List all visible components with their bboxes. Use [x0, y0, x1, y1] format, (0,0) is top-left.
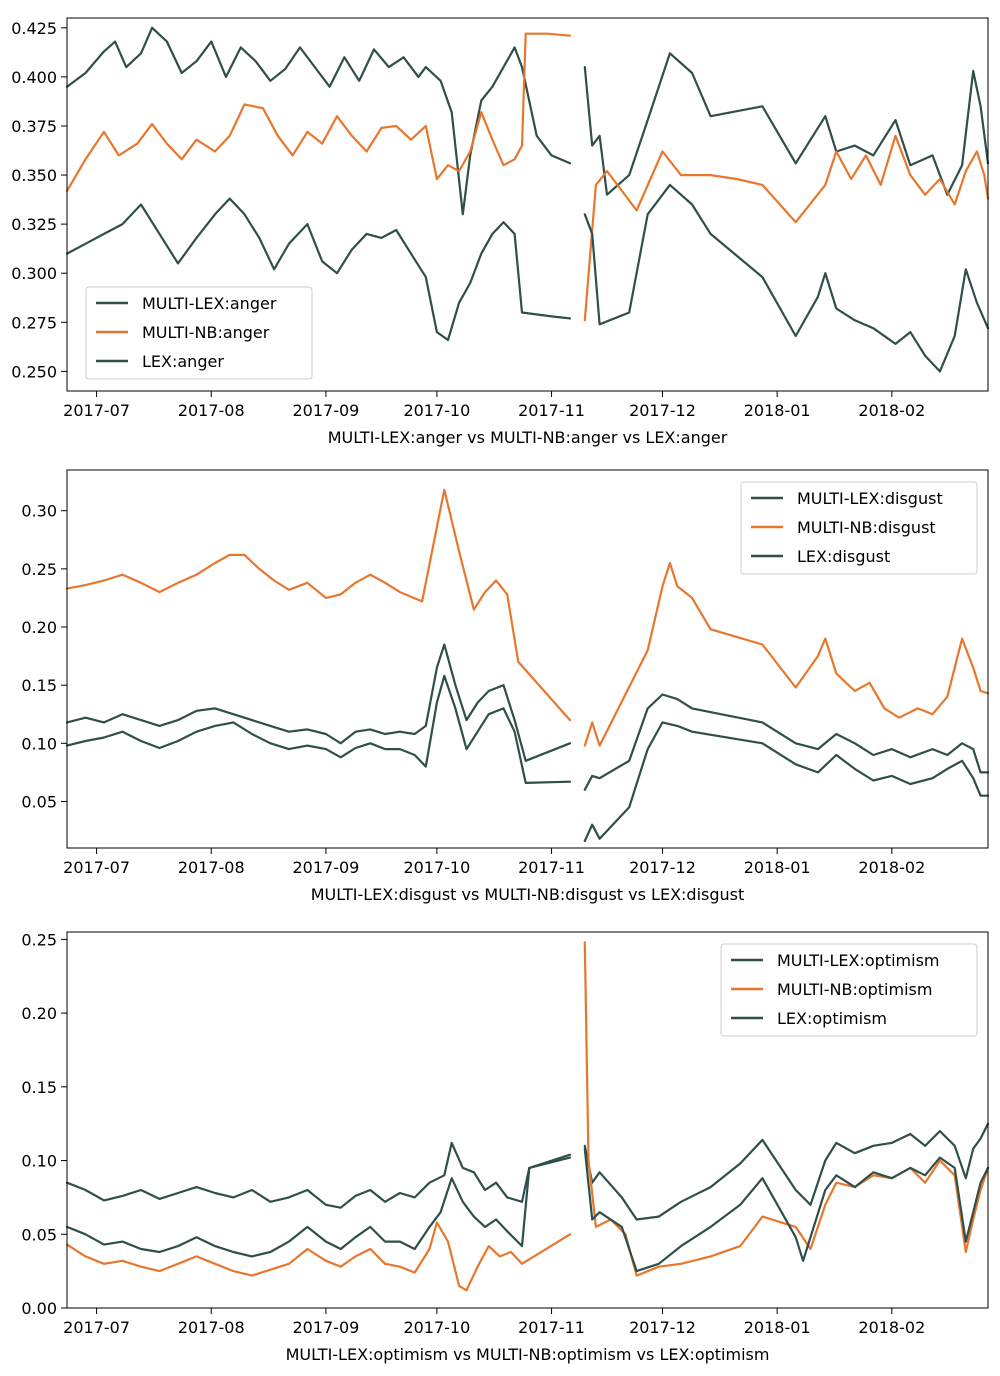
plot-frame [66, 17, 989, 392]
legend-entry-label: MULTI-NB:disgust [797, 518, 936, 537]
x-tick-label: 2017-11 [518, 858, 585, 877]
y-tick-label: 0.300 [11, 264, 57, 283]
y-tick-label: 0.25 [21, 930, 57, 949]
series-line-1-segment-2 [583, 52, 990, 196]
series-line-3-segment-1 [65, 197, 572, 342]
y-tick-label: 0.30 [21, 502, 57, 521]
y-tick-label: 0.00 [21, 1299, 57, 1318]
legend-entry-label: MULTI-NB:anger [142, 323, 270, 342]
legend-entry-label: LEX:optimism [777, 1009, 887, 1028]
y-tick-label: 0.10 [21, 1152, 57, 1171]
x-tick-label: 2017-10 [403, 1318, 470, 1337]
y-tick-label: 0.15 [21, 676, 57, 695]
x-tick-label: 2017-12 [629, 1318, 696, 1337]
x-tick-label: 2017-08 [178, 1318, 245, 1337]
legend: MULTI-LEX:optimism MULTI-NB:optimism LEX:o… [720, 943, 978, 1037]
x-axis-label: MULTI-LEX:anger vs MULTI-NB:anger vs LEX… [328, 428, 728, 447]
y-tick-label: 0.20 [21, 1004, 57, 1023]
x-tick-label: 2017-12 [629, 401, 696, 420]
x-tick-label: 2017-07 [63, 1318, 130, 1337]
x-tick-label: 2017-08 [178, 401, 245, 420]
series-line-1-segment-2 [583, 693, 990, 791]
x-tick-label: 2017-11 [518, 1318, 585, 1337]
chart-panel-1: 0.250 0.275 0.300 0.325 0.350 0.375 0.400 0.425… [11, 17, 990, 447]
x-tick-label: 2017-10 [403, 401, 470, 420]
x-tick-label: 2018-01 [744, 401, 811, 420]
y-tick-label: 0.425 [11, 19, 57, 38]
series-line-2-segment-2 [583, 134, 990, 322]
series-line-2-segment-1 [65, 488, 572, 722]
x-tick-label: 2018-02 [858, 401, 925, 420]
y-tick-label: 0.20 [21, 618, 57, 637]
x-tick-label: 2017-09 [292, 858, 359, 877]
series-line-3-segment-2 [583, 721, 990, 843]
y-tick-label: 0.375 [11, 117, 57, 136]
y-tick-label: 0.350 [11, 166, 57, 185]
x-tick-label: 2017-09 [292, 401, 359, 420]
x-tick-label: 2018-01 [744, 858, 811, 877]
legend-box [720, 943, 978, 1037]
y-tick-label: 0.05 [21, 1225, 57, 1244]
y-tick-label: 0.05 [21, 792, 57, 811]
y-tick-label: 0.325 [11, 215, 57, 234]
series-line-1-segment-1 [65, 1141, 572, 1209]
y-tick-label: 0.250 [11, 362, 57, 381]
series-line-2-segment-2 [583, 561, 990, 747]
x-tick-label: 2017-12 [629, 858, 696, 877]
plot-frame [66, 931, 989, 1309]
legend-box [740, 481, 978, 575]
x-tick-label: 2017-09 [292, 1318, 359, 1337]
x-axis-label: MULTI-LEX:disgust vs MULTI-NB:disgust vs… [311, 885, 745, 904]
chart-panel-3: 0.00 0.05 0.10 0.15 0.20 0.25 2017-07 2017-08 20… [21, 930, 990, 1364]
series-line-3-segment-1 [65, 1156, 572, 1258]
legend-entry-label: LEX:disgust [797, 547, 890, 566]
chart-panel-2: 0.05 0.10 0.15 0.20 0.25 0.30 2017-07 2017-08 20… [21, 469, 990, 904]
x-tick-label: 2018-02 [858, 1318, 925, 1337]
series-line-1-segment-1 [65, 26, 572, 216]
x-tick-label: 2018-02 [858, 858, 925, 877]
y-tick-label: 0.25 [21, 560, 57, 579]
x-tick-label: 2017-08 [178, 858, 245, 877]
series-line-1-segment-2 [583, 1122, 990, 1221]
x-tick-label: 2018-01 [744, 1318, 811, 1337]
legend-entry-label: MULTI-LEX:anger [142, 294, 277, 313]
series-line-3-segment-2 [583, 183, 990, 373]
series-line-2-segment-1 [65, 1221, 572, 1292]
legend-entry-label: MULTI-NB:optimism [777, 980, 932, 999]
legend-entry-label: LEX:anger [142, 352, 224, 371]
x-tick-label: 2017-11 [518, 401, 585, 420]
plot-frame [66, 469, 989, 849]
x-tick-label: 2017-10 [403, 858, 470, 877]
y-tick-label: 0.275 [11, 313, 57, 332]
legend-box [85, 286, 313, 380]
series-line-2-segment-1 [65, 32, 572, 192]
legend: MULTI-LEX:anger MULTI-NB:anger LEX:anger [85, 286, 313, 380]
y-tick-label: 0.15 [21, 1078, 57, 1097]
legend: MULTI-LEX:disgust MULTI-NB:disgust LEX:dis… [740, 481, 978, 575]
series-line-1-segment-1 [65, 643, 572, 762]
series-line-3-segment-2 [583, 1147, 990, 1273]
y-tick-label: 0.400 [11, 68, 57, 87]
y-tick-label: 0.10 [21, 734, 57, 753]
legend-entry-label: MULTI-LEX:optimism [777, 951, 939, 970]
series-line-3-segment-1 [65, 674, 572, 784]
x-tick-label: 2017-07 [63, 401, 130, 420]
x-tick-label: 2017-07 [63, 858, 130, 877]
x-axis-label: MULTI-LEX:optimism vs MULTI-NB:optimism … [286, 1345, 770, 1364]
legend-entry-label: MULTI-LEX:disgust [797, 489, 943, 508]
